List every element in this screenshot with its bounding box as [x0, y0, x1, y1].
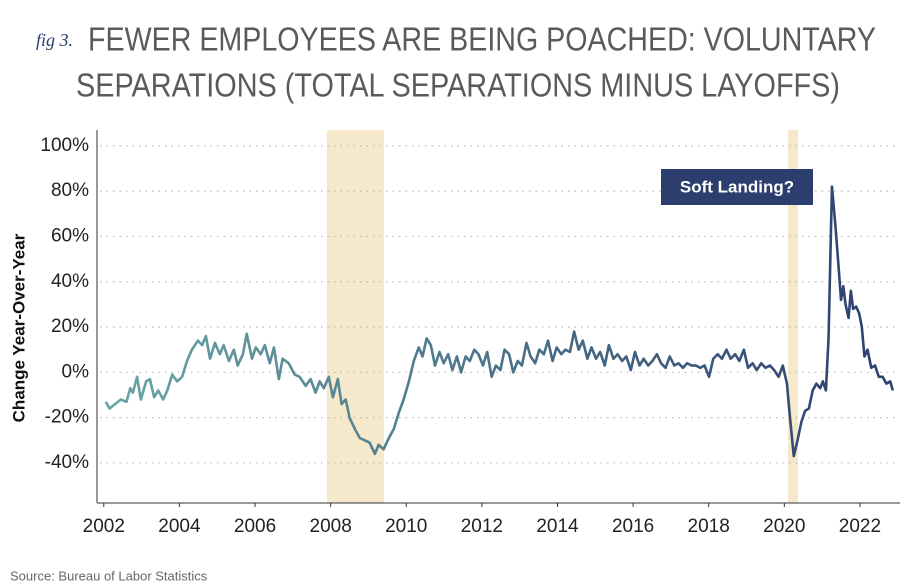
- y-tick-label: 100%: [40, 135, 89, 156]
- x-tick-label: 2010: [385, 516, 427, 537]
- recession-shade: [326, 130, 384, 503]
- fig-label: fig 3.: [36, 30, 73, 50]
- chart-title: FEWER EMPLOYEES ARE BEING POACHED: VOLUN…: [88, 21, 876, 58]
- x-tick-label: 2022: [839, 516, 881, 537]
- x-tick-label: 2004: [158, 516, 201, 537]
- y-tick-label: 0%: [62, 361, 90, 382]
- x-tick-label: 2008: [310, 516, 352, 537]
- y-tick-label: 20%: [51, 316, 89, 337]
- y-axis-label: Change Year-Over-Year: [9, 233, 28, 422]
- x-tick-label: 2014: [536, 516, 579, 537]
- data-line: [104, 185, 895, 458]
- y-tick-label: -40%: [45, 452, 89, 473]
- annotation: Soft Landing?: [680, 177, 794, 196]
- chart-title: SEPARATIONS (TOTAL SEPARATIONS MINUS LAY…: [76, 67, 840, 104]
- x-tick-label: 2016: [612, 516, 654, 537]
- x-tick-label: 2020: [763, 516, 805, 537]
- x-tick-label: 2018: [688, 516, 730, 537]
- recession-shade: [788, 130, 798, 503]
- x-tick-label: 2006: [234, 516, 276, 537]
- annotation-box: [661, 169, 813, 205]
- x-tick-label: 2002: [83, 516, 125, 537]
- x-tick-label: 2012: [461, 516, 503, 537]
- y-tick-label: -20%: [45, 407, 89, 428]
- y-tick-label: 60%: [51, 225, 89, 246]
- y-tick-label: 40%: [51, 271, 89, 292]
- source: Source: Bureau of Labor Statistics: [10, 568, 208, 583]
- y-tick-label: 80%: [51, 180, 89, 201]
